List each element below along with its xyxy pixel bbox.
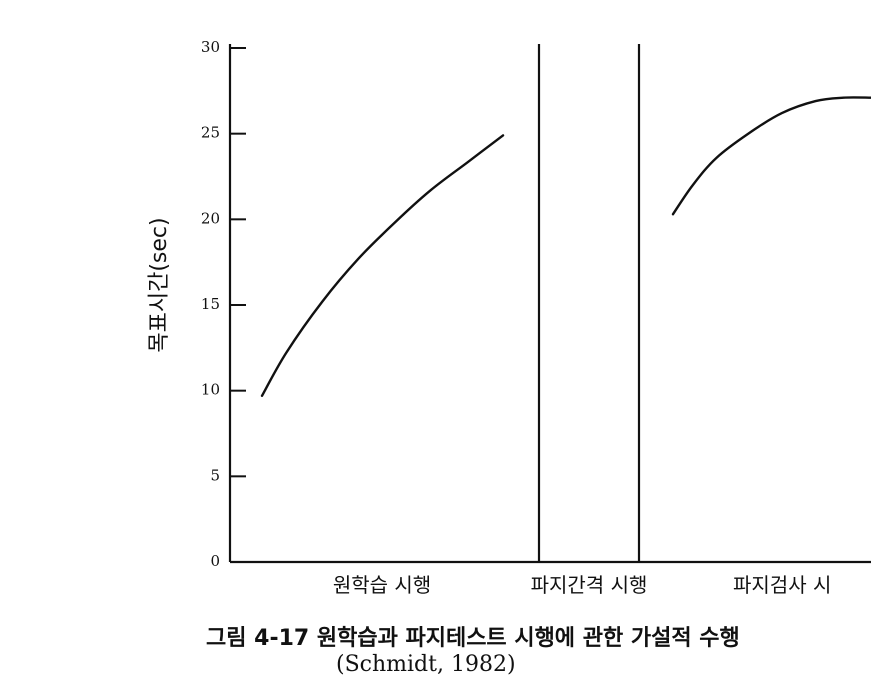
acquisition-curve xyxy=(260,134,505,397)
y-tick-label: 10 xyxy=(201,381,220,399)
y-tick-label: 30 xyxy=(201,38,220,56)
phase-labels: 원학습 시행 파지간격 시행 파지검사 시 xyxy=(333,573,832,597)
y-axis-label: 목표시간(sec) xyxy=(147,217,172,352)
y-tick-label: 25 xyxy=(201,124,220,142)
y-tick-label: 20 xyxy=(201,209,220,227)
y-ticks: 0 5 10 15 20 25 30 xyxy=(201,38,246,570)
y-tick-label: 0 xyxy=(210,552,220,570)
phase-label: 원학습 시행 xyxy=(333,573,431,597)
figure-citation: (Schmidt, 1982) xyxy=(336,652,516,677)
phase-label: 파지간격 시행 xyxy=(531,573,648,597)
axes xyxy=(228,44,871,564)
y-tick-label: 15 xyxy=(201,295,220,313)
y-tick-label: 5 xyxy=(210,466,220,484)
phase-label: 파지검사 시 xyxy=(733,573,831,597)
figure-caption: 그림 4-17 원학습과 파지테스트 시행에 관한 가설적 수행 xyxy=(206,626,740,651)
performance-curves xyxy=(260,96,871,397)
retention-curve xyxy=(671,96,871,216)
